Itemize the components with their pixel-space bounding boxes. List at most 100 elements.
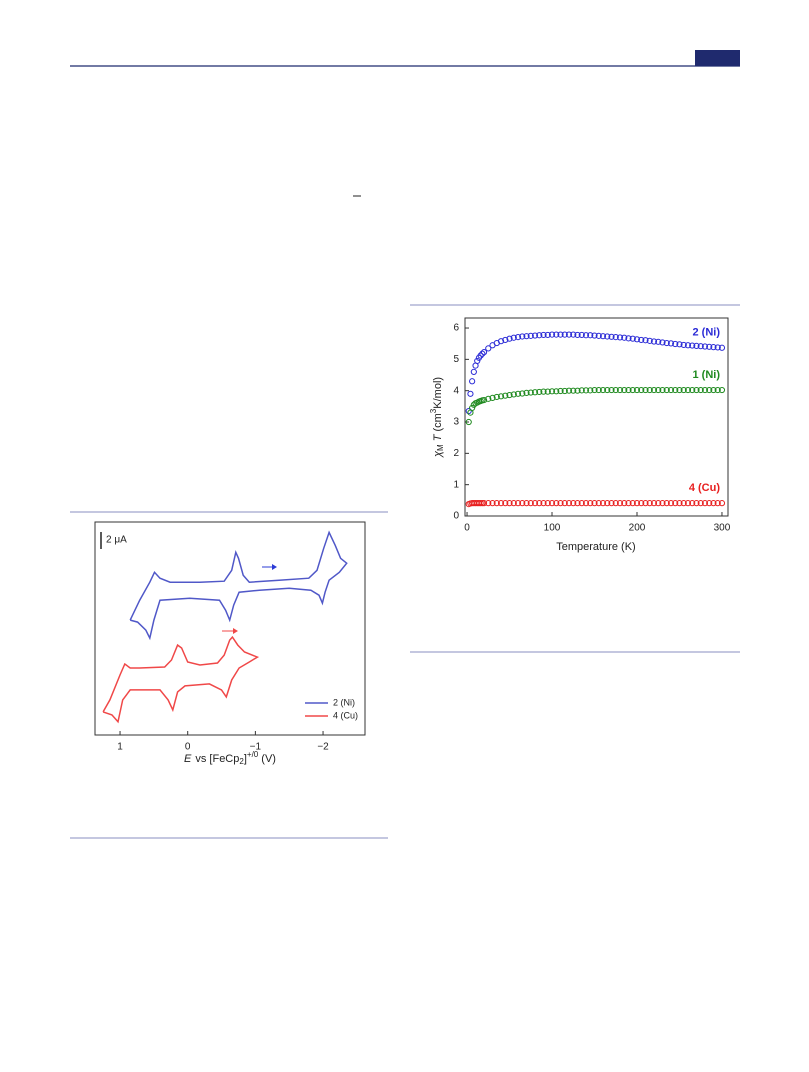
data-point — [710, 500, 717, 507]
data-point — [608, 386, 615, 394]
data-point — [553, 388, 560, 395]
data-point — [625, 500, 632, 507]
data-point — [485, 395, 492, 402]
y-tick-label: 0 — [453, 511, 459, 522]
data-point — [599, 386, 607, 394]
data-point — [540, 500, 547, 507]
data-point — [523, 389, 530, 396]
data-point — [565, 387, 573, 394]
data-point — [667, 386, 675, 394]
x-tick-label: −1 — [250, 742, 262, 753]
data-point — [604, 333, 611, 340]
y-axis-label: χM T (cm3K/mol) — [429, 377, 445, 458]
data-point — [595, 386, 602, 394]
data-point — [672, 500, 679, 507]
data-point — [680, 341, 687, 349]
data-point — [548, 388, 556, 395]
data-point — [701, 500, 709, 507]
data-point — [689, 342, 696, 349]
data-point — [485, 345, 492, 352]
data-point — [633, 336, 641, 343]
data-point — [650, 386, 658, 394]
x-label-part: +/0 — [247, 750, 259, 759]
data-point — [477, 352, 484, 359]
data-point — [493, 500, 500, 507]
data-point — [536, 332, 543, 339]
data-point — [689, 386, 696, 394]
y-tick-label: 3 — [453, 417, 459, 428]
data-point — [710, 386, 717, 394]
data-point — [697, 500, 704, 507]
data-point — [557, 387, 564, 395]
data-point — [582, 387, 590, 394]
data-point — [701, 386, 709, 394]
x-label-part: 2 — [239, 757, 244, 766]
data-point — [469, 404, 476, 412]
data-point — [625, 335, 632, 342]
data-point — [672, 340, 679, 348]
data-point — [510, 500, 517, 507]
data-point — [718, 500, 726, 507]
data-point — [646, 337, 653, 344]
data-point — [502, 500, 509, 507]
data-point — [497, 393, 505, 400]
data-point — [506, 500, 513, 507]
scan-arrow-head — [272, 564, 277, 570]
x-label-part: ] — [244, 753, 247, 765]
data-point — [497, 338, 505, 345]
scan-arrow-head — [233, 628, 238, 634]
data-point — [489, 394, 496, 401]
header-tab — [695, 50, 740, 66]
data-point — [706, 386, 713, 394]
data-point — [621, 386, 628, 394]
data-point — [527, 389, 534, 396]
data-point — [642, 337, 649, 344]
data-point — [693, 342, 700, 349]
data-point — [659, 386, 666, 394]
data-point — [714, 500, 721, 507]
y-tick-label: 6 — [453, 323, 459, 334]
data-point — [697, 343, 704, 350]
data-point — [578, 331, 585, 339]
data-point — [655, 386, 662, 394]
data-point — [536, 500, 543, 507]
data-point — [667, 340, 675, 347]
data-point — [587, 387, 594, 394]
data-point — [629, 500, 636, 507]
x-axis-label: Temperature (K) — [556, 541, 635, 553]
y-label-part: (cm — [432, 413, 444, 434]
data-point — [706, 343, 713, 350]
data-point — [485, 500, 492, 507]
data-point — [557, 500, 564, 507]
data-point — [544, 331, 551, 339]
data-point — [544, 388, 551, 395]
data-point — [548, 331, 556, 338]
data-point — [506, 335, 513, 342]
data-point — [638, 336, 645, 344]
series-label: 2 (Ni) — [693, 327, 721, 339]
cv-curve — [129, 530, 348, 641]
data-point — [531, 332, 539, 339]
legend-label: 2 (Ni) — [333, 697, 355, 707]
data-point — [540, 388, 547, 395]
data-point — [523, 500, 530, 507]
x-label-part: E — [184, 753, 192, 765]
y-tick-label: 5 — [453, 354, 459, 365]
data-point — [523, 333, 530, 340]
y-tick-label: 4 — [453, 385, 459, 396]
data-point — [510, 391, 517, 398]
x-tick-label: 0 — [185, 742, 191, 753]
x-tick-label: −2 — [317, 742, 329, 753]
data-point — [578, 387, 585, 394]
data-point — [718, 344, 726, 351]
data-point — [574, 500, 581, 507]
data-point — [514, 334, 522, 341]
data-point — [479, 350, 486, 357]
data-point — [519, 333, 526, 340]
data-point — [604, 386, 611, 394]
data-point — [489, 500, 496, 507]
x-tick-label: 0 — [464, 523, 470, 534]
y-tick-label: 1 — [453, 479, 459, 490]
